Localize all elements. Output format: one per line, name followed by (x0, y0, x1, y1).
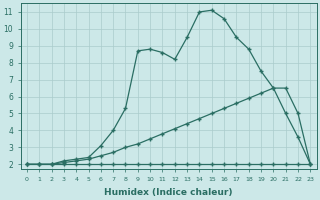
X-axis label: Humidex (Indice chaleur): Humidex (Indice chaleur) (104, 188, 233, 197)
